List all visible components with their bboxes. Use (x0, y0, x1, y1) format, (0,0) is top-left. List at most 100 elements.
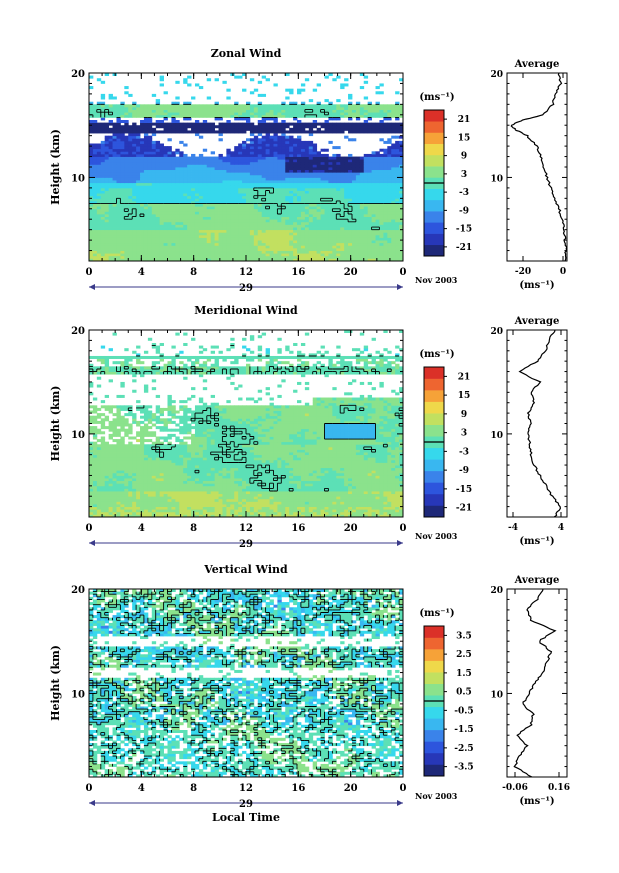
heatmap-cell (96, 109, 102, 113)
heatmap-cell (147, 200, 153, 204)
heatmap-cell (265, 177, 270, 181)
heatmap-cell (124, 187, 129, 191)
heatmap-cell (320, 219, 325, 223)
heatmap-cell (277, 130, 282, 134)
heatmap-cell (265, 151, 270, 155)
heatmap-cell (359, 159, 365, 163)
heatmap-cell (246, 106, 251, 110)
heatmap-cell (281, 221, 286, 225)
heatmap-cell (171, 187, 176, 191)
heatmap-cell (104, 219, 110, 223)
heatmap-cell (202, 229, 208, 233)
heatmap-cell (108, 140, 113, 144)
heatmap-cell (136, 167, 141, 171)
heatmap-cell (116, 106, 121, 110)
heatmap-cell (277, 161, 282, 165)
heatmap-cell (320, 229, 325, 233)
heatmap-cell (328, 253, 333, 257)
heatmap-cell (116, 120, 121, 124)
average-title: Average (514, 59, 560, 70)
heatmap-cell (395, 180, 400, 184)
heatmap-cell (179, 193, 184, 197)
heatmap-cell (344, 229, 349, 233)
heatmap-cell (367, 511, 373, 515)
heatmap-cell (238, 211, 243, 215)
heatmap-cell (332, 232, 337, 236)
heatmap-cell (379, 258, 384, 262)
heatmap-cell (391, 159, 396, 163)
heatmap-cell (198, 214, 204, 218)
heatmap-cell (304, 151, 310, 155)
heatmap-cell (206, 190, 212, 194)
heatmap-cell (100, 506, 106, 510)
heatmap-cell (312, 167, 318, 171)
heatmap-cell (238, 146, 243, 150)
heatmap-cell (104, 234, 110, 238)
heatmap-cell (140, 224, 145, 228)
heatmap-cell (379, 514, 384, 518)
heatmap-cell (285, 169, 290, 173)
heatmap-cell (336, 200, 341, 204)
heatmap-cell (171, 219, 176, 223)
heatmap-cell (202, 125, 208, 129)
heatmap-cell (387, 211, 392, 215)
heatmap-cell (104, 177, 110, 181)
heatmap-cell (332, 206, 337, 210)
heatmap-cell (175, 203, 180, 207)
heatmap-cell (100, 245, 106, 249)
heatmap-cell (108, 221, 113, 225)
heatmap-cell (210, 122, 216, 126)
heatmap-cell (167, 206, 172, 210)
heatmap-cell (285, 138, 290, 142)
heatmap-cell (257, 514, 263, 518)
heatmap-cell (194, 185, 200, 189)
heatmap-cell (143, 203, 149, 207)
heatmap-cell (257, 214, 263, 218)
heatmap-cell (128, 185, 133, 189)
heatmap-cell (304, 109, 310, 113)
heatmap-cell (367, 224, 373, 228)
heatmap-cell (300, 198, 306, 202)
heatmap-cell (285, 172, 290, 176)
heatmap-cell (100, 172, 106, 176)
heatmap-cell (238, 511, 243, 515)
heatmap-cell (387, 112, 392, 116)
heatmap-cell (89, 161, 94, 165)
heatmap-cell (128, 232, 133, 236)
heatmap-cell (136, 106, 141, 110)
heatmap-cell (214, 198, 219, 202)
average-x-tick-label: -20 (515, 267, 531, 277)
heatmap-cell (151, 255, 157, 259)
heatmap-cell (363, 156, 369, 160)
heatmap-cell (96, 143, 102, 147)
heatmap-cell (285, 151, 290, 155)
heatmap-cell (128, 182, 133, 186)
heatmap-cell (340, 193, 345, 197)
heatmap-cell (187, 242, 192, 246)
heatmap-cell (222, 185, 227, 189)
heatmap-cell (277, 200, 282, 204)
heatmap-cell (359, 180, 365, 184)
heatmap-cell (246, 127, 251, 131)
heatmap-cell (300, 224, 306, 228)
heatmap-cell (175, 506, 180, 510)
heatmap-cell (242, 258, 247, 262)
heatmap-cell (155, 185, 161, 189)
heatmap-cell (324, 247, 329, 251)
heatmap-cell (124, 138, 129, 142)
heatmap-cell (238, 514, 243, 518)
heatmap-cell (261, 122, 267, 126)
heatmap-cell (183, 159, 188, 163)
heatmap-cell (198, 232, 204, 236)
heatmap-cell (155, 187, 161, 191)
heatmap-cell (324, 253, 329, 257)
heatmap-cell (120, 242, 125, 246)
heatmap-cell (100, 187, 106, 191)
heatmap-cell (316, 169, 321, 173)
heatmap-cell (92, 195, 98, 199)
heatmap-cell (293, 174, 298, 178)
heatmap-cell (198, 506, 204, 510)
heatmap-cell (332, 164, 337, 168)
heatmap-cell (399, 250, 404, 254)
heatmap-cell (336, 232, 341, 236)
